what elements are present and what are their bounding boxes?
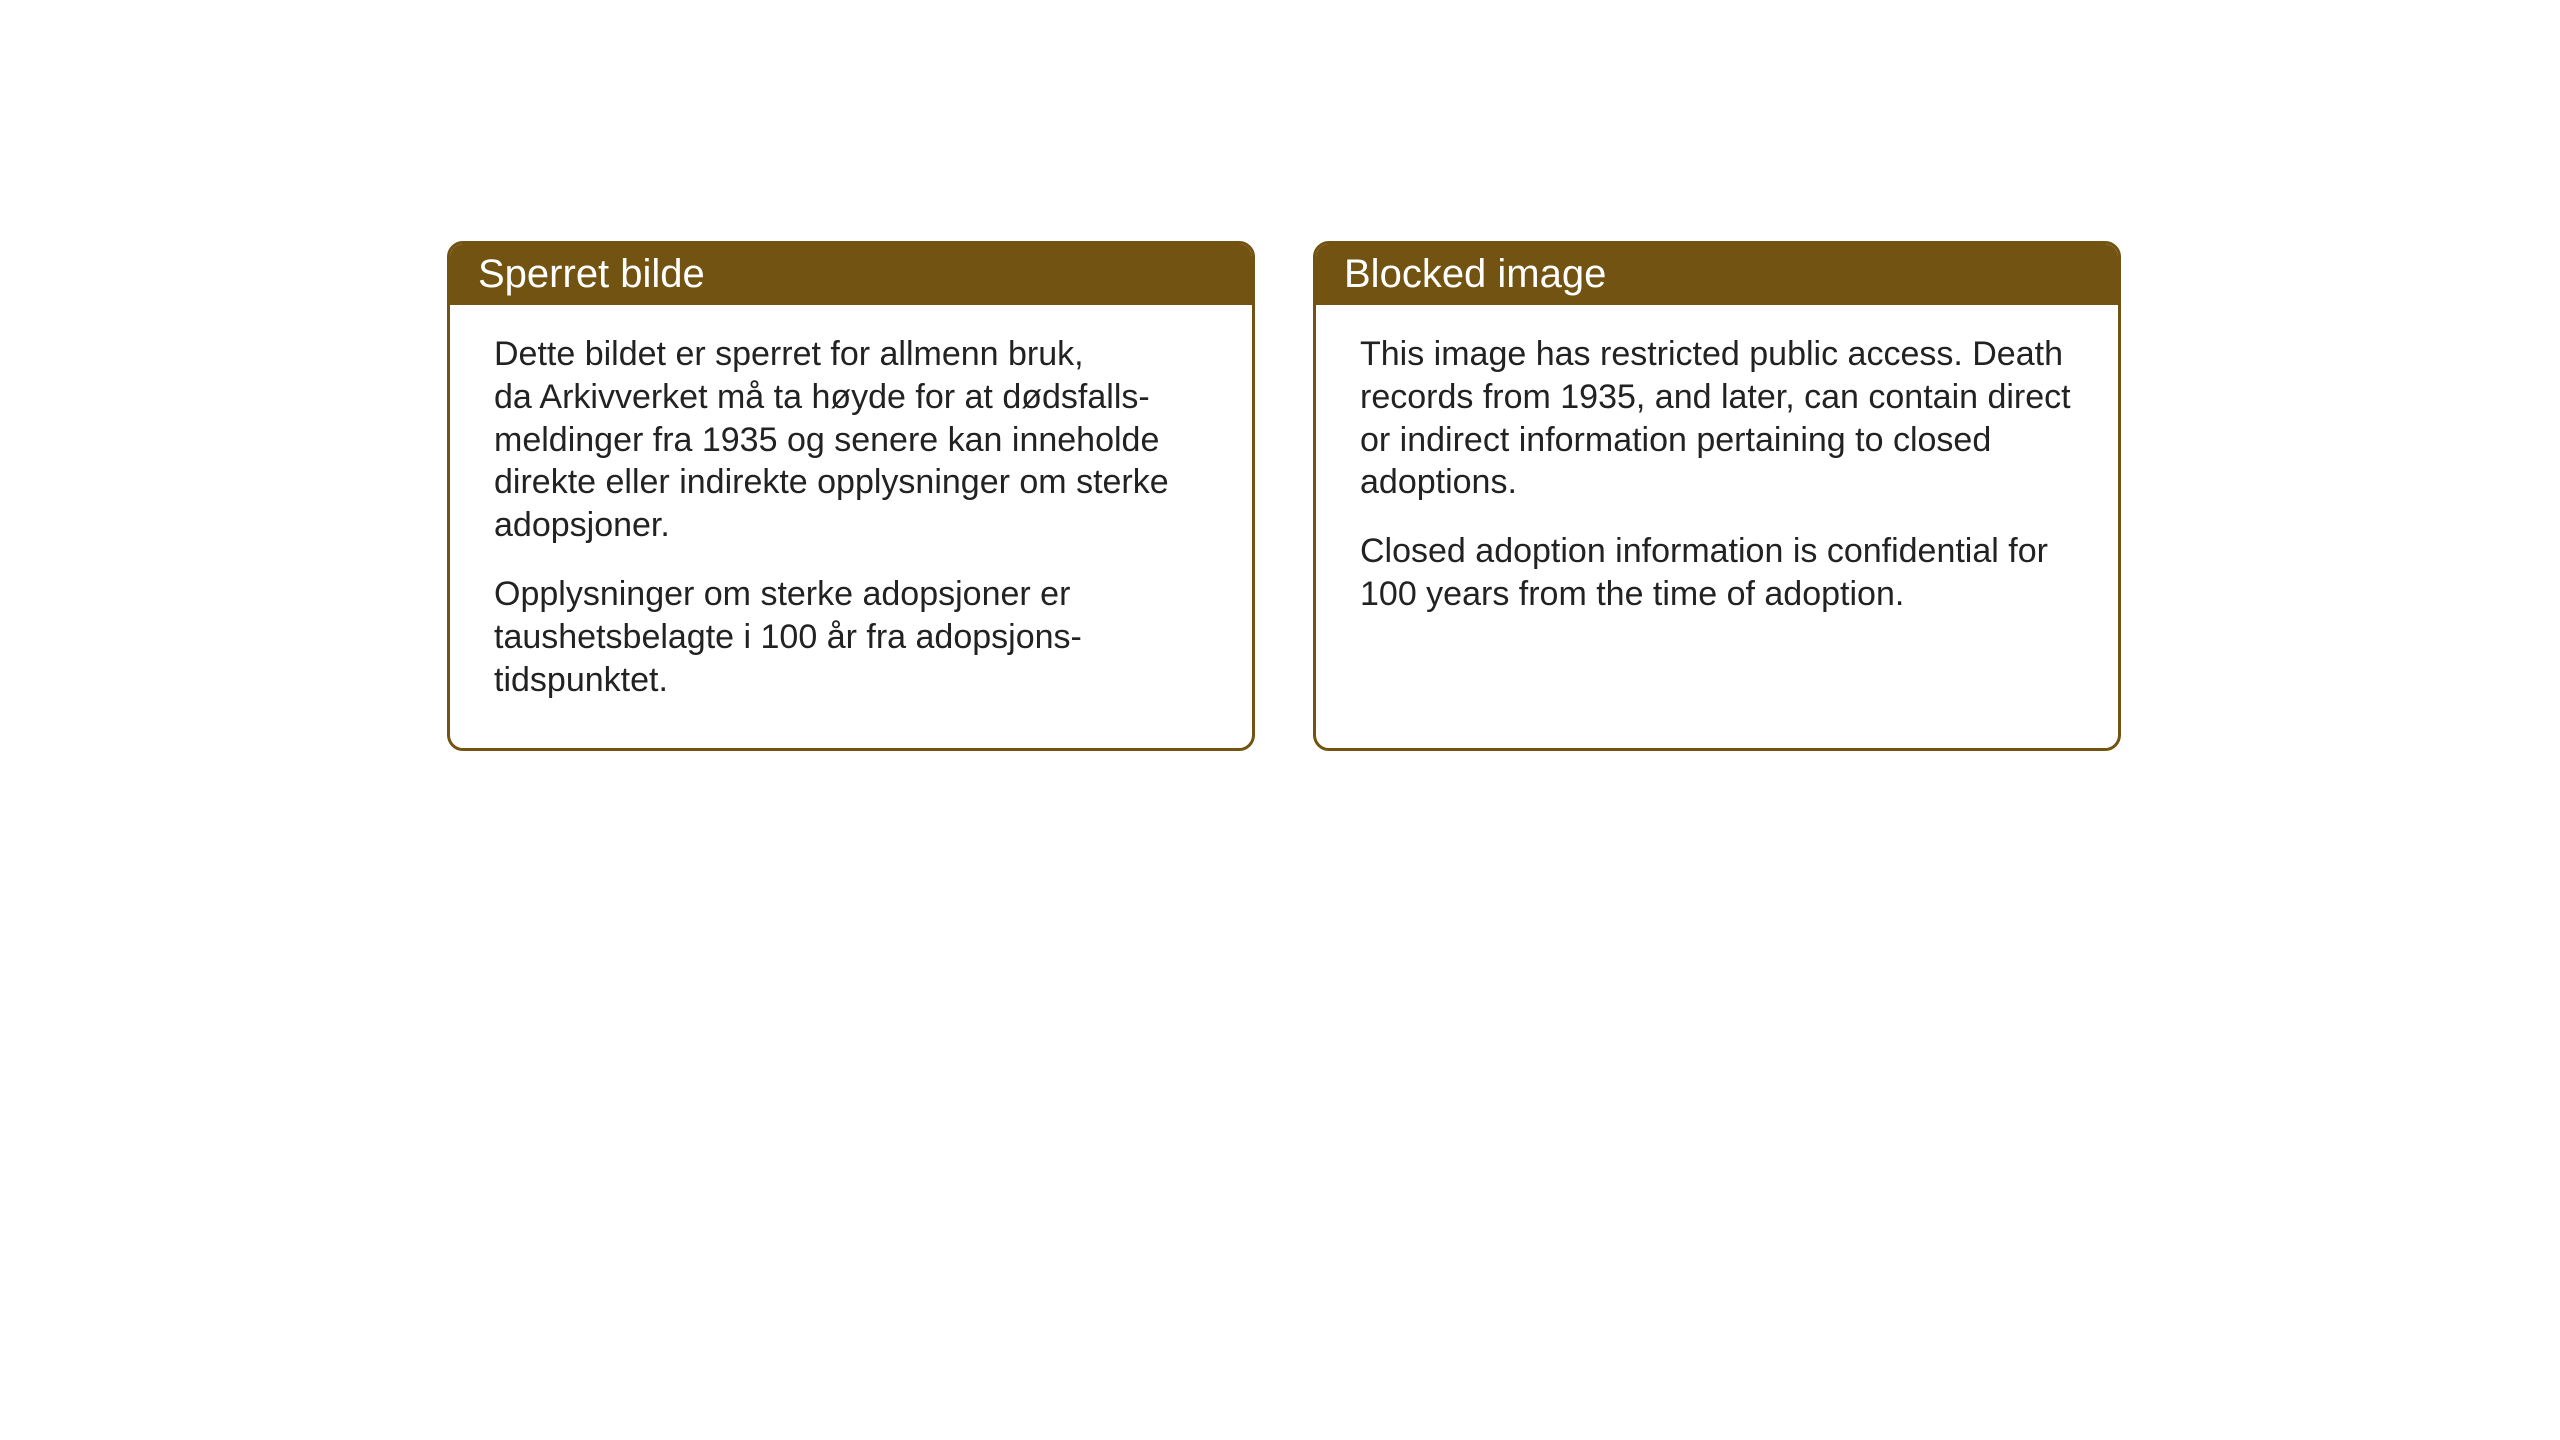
english-card-title: Blocked image — [1344, 252, 1606, 296]
cards-container: Sperret bilde Dette bildet er sperret fo… — [447, 241, 2121, 751]
english-paragraph-2: Closed adoption information is confident… — [1360, 530, 2074, 616]
norwegian-card: Sperret bilde Dette bildet er sperret fo… — [447, 241, 1255, 751]
english-card-header: Blocked image — [1316, 244, 2118, 305]
english-card: Blocked image This image has restricted … — [1313, 241, 2121, 751]
norwegian-card-title: Sperret bilde — [478, 252, 705, 296]
english-card-body: This image has restricted public access.… — [1316, 305, 2118, 652]
norwegian-card-header: Sperret bilde — [450, 244, 1252, 305]
english-paragraph-1: This image has restricted public access.… — [1360, 333, 2074, 504]
norwegian-card-body: Dette bildet er sperret for allmenn bruk… — [450, 305, 1252, 738]
norwegian-paragraph-2: Opplysninger om sterke adopsjoner er tau… — [494, 573, 1208, 701]
norwegian-paragraph-1: Dette bildet er sperret for allmenn bruk… — [494, 333, 1208, 547]
